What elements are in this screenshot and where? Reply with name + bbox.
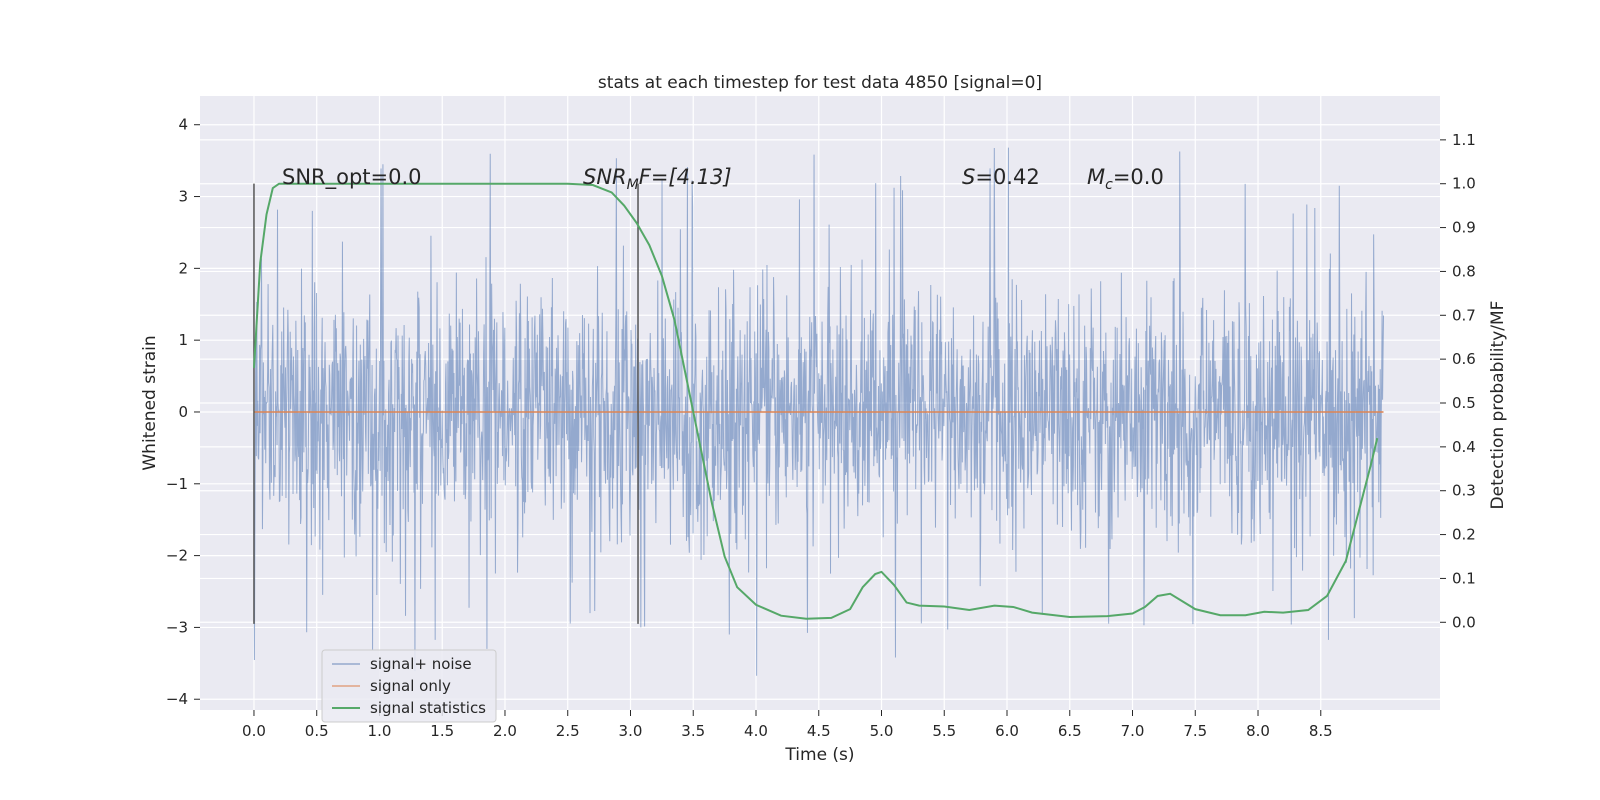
x-tick-label: 8.5 bbox=[1309, 722, 1333, 740]
y-right-tick-label: 0.8 bbox=[1452, 262, 1476, 280]
legend: signal+ noise signal only signal statist… bbox=[321, 649, 497, 723]
x-tick-label: 7.5 bbox=[1183, 722, 1207, 740]
y-left-tick-label: −2 bbox=[166, 547, 188, 565]
legend-label-signal-only: signal only bbox=[370, 677, 451, 695]
y-right-tick-label: 0.6 bbox=[1452, 350, 1476, 368]
x-tick-label: 4.0 bbox=[744, 722, 768, 740]
vertical-markers bbox=[253, 183, 639, 624]
y-right-tick-label: 0.7 bbox=[1452, 306, 1476, 324]
y-left-tick-label: 1 bbox=[178, 331, 188, 349]
x-tick-label: 5.0 bbox=[870, 722, 894, 740]
annotation-snr-opt: SNR_opt=0.0 bbox=[282, 165, 422, 190]
x-axis-label: Time (s) bbox=[784, 745, 854, 765]
x-axis-ticks: 0.0 0.5 1.0 1.5 2.0 2.5 3.0 3.5 4.0 4.5 5.0 5.5 6.0 6… bbox=[242, 710, 1333, 740]
x-tick-label: 0.0 bbox=[242, 722, 266, 740]
y-left-axis-label: Whitened strain bbox=[140, 335, 160, 470]
series-signal-statistics bbox=[252, 182, 1379, 620]
y-right-tick-label: 0.9 bbox=[1452, 219, 1476, 237]
x-tick-label: 0.5 bbox=[305, 722, 329, 740]
x-tick-label: 6.5 bbox=[1058, 722, 1082, 740]
y-right-axis-label: Detection probability/MF bbox=[1488, 301, 1508, 510]
y-left-tick-label: 0 bbox=[178, 403, 188, 421]
y-left-tick-label: 2 bbox=[178, 259, 188, 277]
y-left-tick-label: 3 bbox=[178, 188, 188, 206]
y-right-tick-label: 0.3 bbox=[1452, 482, 1476, 500]
annotation-s: S=0.42 bbox=[962, 165, 1040, 189]
y-left-axis-ticks: 4 3 2 1 0 −1 −2 −3 −4 bbox=[166, 116, 200, 708]
y-left-tick-label: −4 bbox=[166, 690, 188, 708]
legend-label-signal-statistics: signal statistics bbox=[370, 699, 486, 717]
x-tick-label: 8.0 bbox=[1246, 722, 1270, 740]
y-right-tick-label: 0.5 bbox=[1452, 394, 1476, 412]
y-right-tick-label: 0.1 bbox=[1452, 569, 1476, 587]
x-tick-label: 3.5 bbox=[681, 722, 705, 740]
y-left-tick-label: 4 bbox=[178, 116, 188, 134]
annotation-mc: Mc=0.0 bbox=[1087, 165, 1164, 193]
x-tick-label: 7.0 bbox=[1121, 722, 1145, 740]
x-tick-label: 4.5 bbox=[807, 722, 831, 740]
y-right-tick-label: 1.0 bbox=[1452, 175, 1476, 193]
y-left-tick-label: −3 bbox=[166, 618, 188, 636]
x-tick-label: 5.5 bbox=[932, 722, 956, 740]
series-signal-plus-noise bbox=[253, 147, 1385, 676]
y-right-tick-label: 1.1 bbox=[1452, 131, 1476, 149]
x-tick-label: 2.5 bbox=[556, 722, 580, 740]
legend-label-signal-plus-noise: signal+ noise bbox=[370, 655, 472, 673]
y-right-tick-label: 0.2 bbox=[1452, 526, 1476, 544]
chart-title: stats at each timestep for test data 485… bbox=[598, 73, 1042, 93]
legend-box bbox=[321, 649, 497, 723]
y-right-tick-label: 0.4 bbox=[1452, 438, 1476, 456]
y-right-tick-label: 0.0 bbox=[1452, 613, 1476, 631]
x-tick-label: 1.0 bbox=[368, 722, 392, 740]
y-left-tick-label: −1 bbox=[166, 475, 188, 493]
annotation-snr-mf: SNRMF=[4.13] bbox=[583, 165, 732, 193]
x-tick-label: 6.0 bbox=[995, 722, 1019, 740]
x-tick-label: 1.5 bbox=[430, 722, 454, 740]
x-tick-label: 3.0 bbox=[619, 722, 643, 740]
x-tick-label: 2.0 bbox=[493, 722, 517, 740]
y-right-axis-ticks: 1.1 1.0 0.9 0.8 0.7 0.6 0.5 0.4 0.3 0.2 0.1 0.0 bbox=[1440, 131, 1476, 631]
